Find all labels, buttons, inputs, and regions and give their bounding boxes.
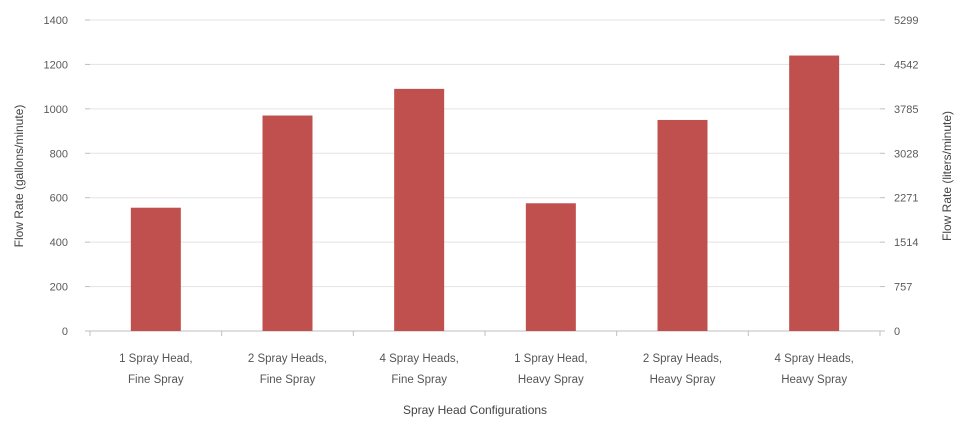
y-left-tick-label: 1200 <box>44 59 68 71</box>
y-right-tick-label: 3028 <box>894 148 918 160</box>
x-tick-label: 2 Spray Heads, <box>643 353 722 365</box>
gridlines <box>90 19 880 332</box>
y-axis-left-title: Flow Rate (gallons/minute) <box>12 105 26 248</box>
bar <box>394 88 445 331</box>
y-axis-right: 0 757 1514 2271 3028 3785 4542 5299 <box>880 15 918 338</box>
x-axis: 1 Spray Head, Fine Spray 2 Spray Heads, Fin… <box>89 331 881 386</box>
y-right-tick-label: 5299 <box>894 15 918 27</box>
bar <box>262 115 313 332</box>
y-right-tick-label: 0 <box>894 326 900 338</box>
x-tick-label: 2 Spray Heads, <box>248 353 327 365</box>
y-left-tick-label: 800 <box>50 148 68 160</box>
y-axis-left: 0 200 400 600 800 1000 1200 1400 <box>44 15 90 338</box>
x-tick-label: Fine Spray <box>128 374 184 386</box>
x-tick-label: Heavy Spray <box>650 374 716 386</box>
bar <box>789 55 840 332</box>
y-left-tick-label: 1000 <box>44 104 68 116</box>
x-tick-label: 4 Spray Heads, <box>380 353 459 365</box>
y-left-tick-label: 200 <box>50 282 68 294</box>
y-axis-right-title: Flow Rate (liters/minute) <box>940 111 954 241</box>
x-axis-title: Spray Head Configurations <box>403 403 547 417</box>
x-tick-label: Heavy Spray <box>781 374 847 386</box>
y-right-tick-label: 1514 <box>894 237 918 249</box>
x-tick-label: 1 Spray Head, <box>119 353 193 365</box>
y-right-tick-label: 3785 <box>894 104 918 116</box>
bars <box>130 55 840 332</box>
bar <box>657 119 708 331</box>
x-tick-label: 4 Spray Heads, <box>775 353 854 365</box>
bar <box>130 207 181 331</box>
x-tick-label: Heavy Spray <box>518 374 584 386</box>
x-tick-label: Fine Spray <box>391 374 447 386</box>
y-right-tick-label: 2271 <box>894 193 918 205</box>
bar <box>525 203 576 331</box>
y-left-tick-label: 600 <box>50 193 68 205</box>
y-left-tick-label: 400 <box>50 237 68 249</box>
y-left-tick-label: 0 <box>62 326 68 338</box>
y-right-tick-label: 757 <box>894 282 912 294</box>
x-tick-label: 1 Spray Head, <box>514 353 588 365</box>
y-right-tick-label: 4542 <box>894 59 918 71</box>
x-tick-label: Fine Spray <box>260 374 316 386</box>
y-left-tick-label: 1400 <box>44 15 68 27</box>
